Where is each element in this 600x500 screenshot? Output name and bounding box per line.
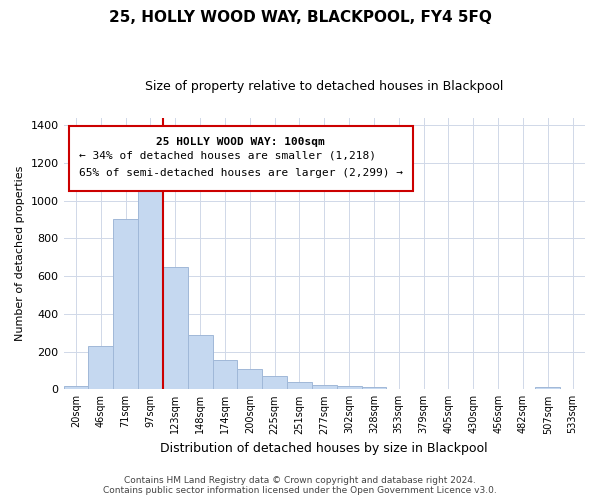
Bar	[188, 335, 212, 390]
Bar	[362, 386, 386, 390]
Bar	[287, 382, 312, 390]
Bar	[337, 386, 362, 390]
Bar	[138, 187, 163, 390]
Bar	[113, 218, 138, 390]
Text: ← 34% of detached houses are smaller (1,218): ← 34% of detached houses are smaller (1,…	[79, 150, 376, 160]
Bar	[238, 369, 262, 390]
X-axis label: Distribution of detached houses by size in Blackpool: Distribution of detached houses by size …	[160, 442, 488, 455]
Text: 25 HOLLY WOOD WAY: 100sqm: 25 HOLLY WOOD WAY: 100sqm	[157, 137, 325, 147]
Text: 65% of semi-detached houses are larger (2,299) →: 65% of semi-detached houses are larger (…	[79, 168, 403, 178]
Bar	[535, 388, 560, 390]
Title: Size of property relative to detached houses in Blackpool: Size of property relative to detached ho…	[145, 80, 503, 93]
Bar	[88, 346, 113, 390]
Bar	[212, 360, 238, 390]
Bar	[69, 126, 413, 191]
Text: 25, HOLLY WOOD WAY, BLACKPOOL, FY4 5FQ: 25, HOLLY WOOD WAY, BLACKPOOL, FY4 5FQ	[109, 10, 491, 25]
Bar	[163, 266, 188, 390]
Y-axis label: Number of detached properties: Number of detached properties	[15, 166, 25, 341]
Bar	[312, 385, 337, 390]
Bar	[64, 386, 88, 390]
Bar	[262, 376, 287, 390]
Text: Contains HM Land Registry data © Crown copyright and database right 2024.
Contai: Contains HM Land Registry data © Crown c…	[103, 476, 497, 495]
